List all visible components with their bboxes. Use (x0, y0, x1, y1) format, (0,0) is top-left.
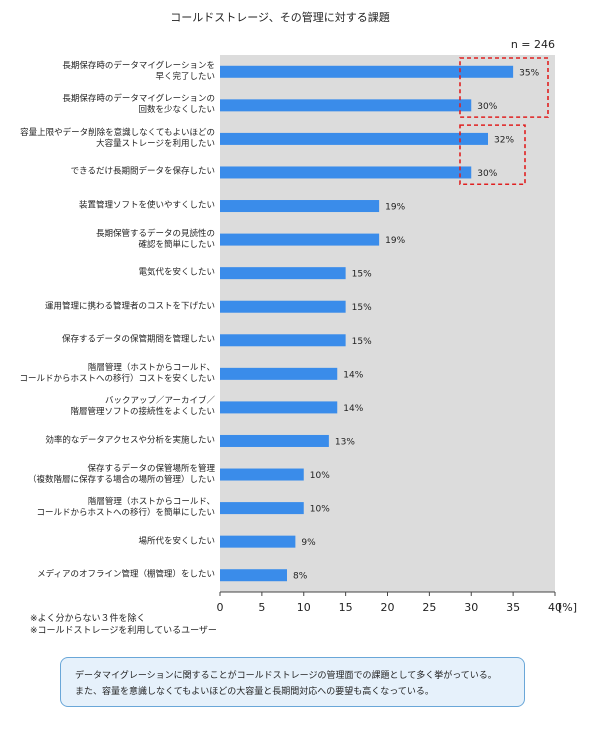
bar (220, 166, 472, 179)
bar (220, 65, 514, 78)
footnote: ※よく分からない３件を除く (30, 614, 146, 624)
x-tick-label: 5 (258, 601, 265, 614)
x-tick-label: 30 (464, 601, 478, 614)
bar (220, 334, 346, 347)
x-tick-label: 10 (297, 601, 311, 614)
data-label: 13% (335, 437, 355, 447)
sample-size: n = 246 (511, 38, 555, 51)
data-label: 19% (385, 203, 405, 213)
y-tick-label: メディアのオフライン管理（棚管理）をしたい (37, 569, 215, 580)
highlight-box (459, 124, 526, 186)
y-tick-label: バックアップ／アーカイブ／ 階層管理ソフトの接続性をよくしたい (70, 396, 215, 418)
y-tick-label: 長期保存時のデータマイグレーションの 回数を少なくしたい (62, 94, 215, 116)
y-tick-label: 保存するデータの保管期間を管理したい (61, 334, 215, 345)
bar (220, 502, 304, 515)
bar (220, 99, 472, 112)
y-tick-label: 装置管理ソフトを使いやすくしたい (78, 200, 215, 211)
data-label: 8% (293, 572, 308, 582)
bar (220, 132, 488, 145)
chart-title: コールドストレージ、その管理に対する課題 (170, 10, 389, 24)
bar (220, 434, 329, 447)
y-tick-label: できるだけ長期間データを保存したい (70, 166, 215, 177)
bar (220, 233, 380, 246)
x-tick-label: 35 (506, 601, 520, 614)
bar (220, 300, 346, 313)
x-tick-label: 40 (548, 601, 562, 614)
bar (220, 535, 296, 548)
data-label: 9% (301, 538, 316, 548)
x-tick-label: 20 (381, 601, 395, 614)
x-unit: [%] (558, 601, 577, 614)
y-tick-label: 階層管理（ホストからコールド、 コールドからホストへの移行）を簡単にしたい (36, 497, 215, 519)
data-label: 10% (310, 505, 330, 515)
summary-line: また、容量を意識しなくてもよいほどの大容量と長期間対応への要望も高くなっている。 (75, 687, 434, 697)
data-label: 14% (343, 404, 363, 414)
bar (220, 468, 304, 481)
summary-line: データマイグレーションに関することがコールドストレージの管理面での課題として多く… (75, 671, 497, 681)
y-tick-label: 容量上限やデータ削除を意識しなくてもよいほどの 大容量ストレージを利用したい (20, 127, 215, 149)
summary-box: データマイグレーションに関することがコールドストレージの管理面での課題として多く… (60, 657, 525, 707)
data-label: 30% (477, 169, 497, 179)
y-tick-label: 長期保管するデータの見読性の 確認を簡単にしたい (95, 228, 215, 250)
y-tick-label: 階層管理（ホストからコールド、 コールドからホストへの移行）コストを安くしたい (19, 362, 215, 384)
data-label: 19% (385, 236, 405, 246)
highlight-box (459, 57, 549, 118)
data-label: 10% (310, 471, 330, 481)
x-tick-label: 0 (217, 601, 224, 614)
footnote: ※コールドストレージを利用しているユーザー (30, 626, 217, 636)
y-tick-label: 電気代を安くしたい (138, 267, 215, 278)
data-label: 14% (343, 370, 363, 380)
data-label: 15% (352, 303, 372, 313)
data-label: 35% (519, 68, 539, 78)
y-tick-label: 効率的なデータアクセスや分析を実施したい (45, 435, 215, 446)
data-label: 15% (352, 270, 372, 280)
y-tick-label: 保存するデータの保管場所を管理 （複数階層に保存する場合の場所の管理）したい (27, 463, 215, 485)
y-tick-label: 運用管理に携わる管理者のコストを下げたい (44, 301, 215, 312)
x-tick-label: 15 (339, 601, 353, 614)
y-tick-label: 場所代を安くしたい (138, 536, 215, 547)
x-tick-label: 25 (422, 601, 436, 614)
bar (220, 267, 346, 280)
data-label: 32% (494, 135, 514, 145)
bar (220, 401, 338, 414)
y-tick-label: 長期保存時のデータマイグレーションを 早く完了したい (62, 60, 215, 82)
bar (220, 569, 287, 582)
bar (220, 200, 380, 213)
data-label: 15% (352, 337, 372, 347)
bar (220, 367, 338, 380)
data-label: 30% (477, 102, 497, 112)
